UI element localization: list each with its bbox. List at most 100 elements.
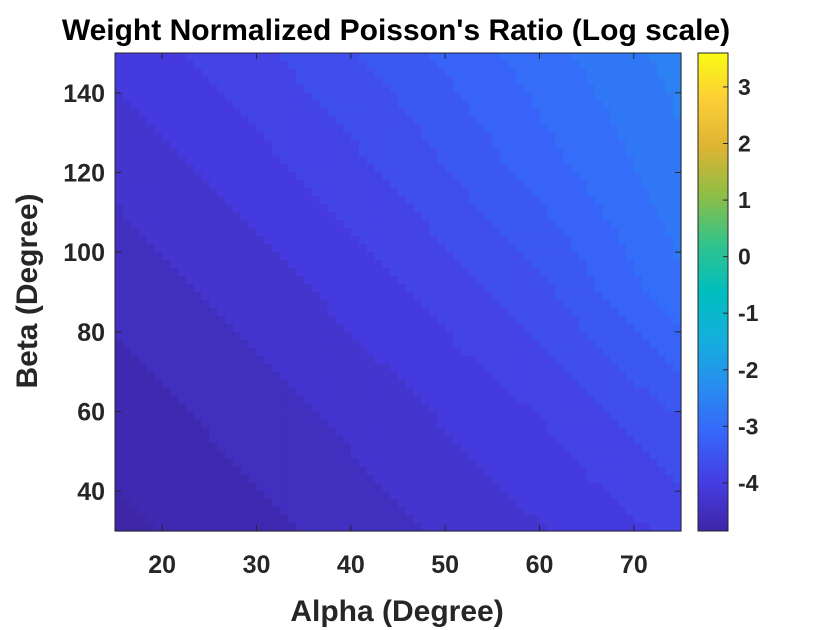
contour-cell <box>405 395 415 405</box>
contour-cell <box>523 132 533 142</box>
contour-cell <box>508 100 517 110</box>
contour-cell <box>673 164 682 174</box>
contour-cell <box>311 76 320 86</box>
contour-cell <box>115 84 124 94</box>
contour-cell <box>272 268 281 277</box>
contour-cell <box>476 252 486 261</box>
contour-cell <box>421 284 431 293</box>
contour-cell <box>390 276 399 285</box>
contour-cell <box>413 172 423 182</box>
contour-cell <box>649 116 659 126</box>
contour-cell <box>421 339 431 349</box>
contour-cell <box>665 403 674 413</box>
contour-cell <box>625 244 635 253</box>
contour-cell <box>515 523 525 532</box>
contour-cell <box>138 371 148 381</box>
contour-cell <box>287 507 297 516</box>
contour-cell <box>185 395 195 405</box>
contour-cell <box>390 483 399 492</box>
contour-cell <box>209 132 218 142</box>
contour-cell <box>162 292 171 301</box>
contour-cell <box>641 443 651 452</box>
contour-cell <box>649 443 659 452</box>
contour-cell <box>413 268 423 277</box>
contour-cell <box>264 260 273 269</box>
contour-cell <box>335 252 344 261</box>
contour-cell <box>185 523 195 532</box>
contour-cell <box>130 459 140 468</box>
contour-cell <box>578 467 588 476</box>
contour-cell <box>578 84 588 94</box>
contour-cell <box>342 443 352 452</box>
contour-cell <box>122 483 132 492</box>
contour-cell <box>405 196 415 205</box>
contour-cell <box>122 323 132 333</box>
contour-cell <box>453 284 462 293</box>
contour-cell <box>578 435 588 444</box>
contour-cell <box>225 116 234 126</box>
contour-cell <box>610 276 619 285</box>
contour-cell <box>115 323 124 333</box>
contour-cell <box>295 140 305 150</box>
contour-cell <box>570 156 580 166</box>
contour-cell <box>500 236 509 245</box>
contour-cell <box>177 76 187 86</box>
contour-cell <box>578 307 588 317</box>
contour-cell <box>201 403 210 413</box>
contour-cell <box>649 172 659 182</box>
contour-cell <box>335 180 344 190</box>
contour-cell <box>225 204 234 213</box>
contour-cell <box>468 188 478 197</box>
contour-cell <box>405 220 415 229</box>
contour-cell <box>618 299 627 309</box>
contour-cell <box>366 523 376 532</box>
contour-cell <box>248 116 258 126</box>
contour-cell <box>240 419 250 429</box>
contour-cell <box>280 347 289 357</box>
contour-cell <box>130 347 140 357</box>
contour-cell <box>287 148 297 158</box>
contour-cell <box>185 220 195 229</box>
contour-cell <box>413 411 423 421</box>
contour-cell <box>460 411 470 421</box>
contour-cell <box>398 268 407 277</box>
contour-cell <box>146 411 155 421</box>
contour-cell <box>633 284 643 293</box>
contour-cell <box>225 427 234 436</box>
contour-cell <box>625 84 635 94</box>
contour-cell <box>515 323 525 333</box>
contour-cell <box>185 371 195 381</box>
contour-cell <box>209 156 218 166</box>
contour-cell <box>280 164 289 174</box>
contour-cell <box>232 347 242 357</box>
contour-cell <box>130 260 140 269</box>
contour-cell <box>295 292 305 301</box>
contour-cell <box>374 443 383 452</box>
contour-cell <box>515 507 525 516</box>
contour-cell <box>280 371 289 381</box>
contour-cell <box>256 156 265 166</box>
contour-cell <box>295 403 305 413</box>
contour-cell <box>272 252 281 261</box>
contour-cell <box>122 180 132 190</box>
contour-cell <box>555 244 564 253</box>
contour-cell <box>217 92 226 102</box>
contour-cell <box>500 315 509 325</box>
contour-cell <box>240 100 250 110</box>
contour-cell <box>248 68 258 78</box>
x-tick-label: 20 <box>148 551 176 579</box>
contour-cell <box>342 172 352 182</box>
contour-cell <box>398 292 407 301</box>
contour-cell <box>115 140 124 150</box>
contour-cell <box>453 84 462 94</box>
contour-cell <box>476 475 486 484</box>
contour-cell <box>240 427 250 436</box>
contour-cell <box>586 212 596 221</box>
contour-cell <box>484 140 493 150</box>
contour-cell <box>122 140 132 150</box>
contour-cell <box>130 292 140 301</box>
contour-cell <box>342 427 352 436</box>
contour-cell <box>484 395 493 405</box>
contour-cell <box>445 379 454 389</box>
contour-cell <box>398 172 407 182</box>
